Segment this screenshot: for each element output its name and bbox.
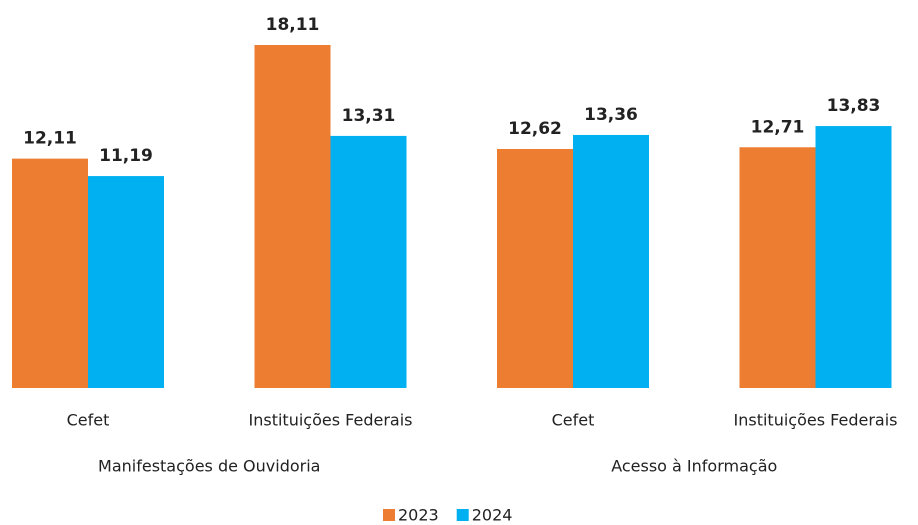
value-label: 12,71 <box>751 117 805 137</box>
value-label: 12,11 <box>23 129 77 149</box>
x-tick-label: Cefet <box>552 411 595 430</box>
value-label: 13,83 <box>827 96 881 116</box>
bar <box>497 148 573 388</box>
bar <box>88 176 164 388</box>
x-tick-label: Cefet <box>67 411 110 430</box>
value-label: 18,11 <box>266 15 320 35</box>
value-label: 13,36 <box>584 105 638 125</box>
bar <box>739 147 816 388</box>
x-tick-label: Instituições Federais <box>249 411 413 430</box>
legend-label: 2023 <box>398 506 439 525</box>
bar <box>815 126 892 389</box>
bar <box>573 134 649 388</box>
value-label: 11,19 <box>99 146 153 166</box>
legend-swatch <box>383 509 395 521</box>
value-label: 13,31 <box>342 106 396 126</box>
group-label: Manifestações de Ouvidoria <box>98 457 320 476</box>
bar <box>254 45 331 388</box>
bar <box>330 135 407 388</box>
bar <box>12 158 88 388</box>
group-label: Acesso à Informação <box>611 457 777 476</box>
legend-label: 2024 <box>472 506 513 525</box>
x-tick-label: Instituições Federais <box>734 411 898 430</box>
value-label: 12,62 <box>508 119 562 139</box>
legend-swatch <box>456 509 469 521</box>
